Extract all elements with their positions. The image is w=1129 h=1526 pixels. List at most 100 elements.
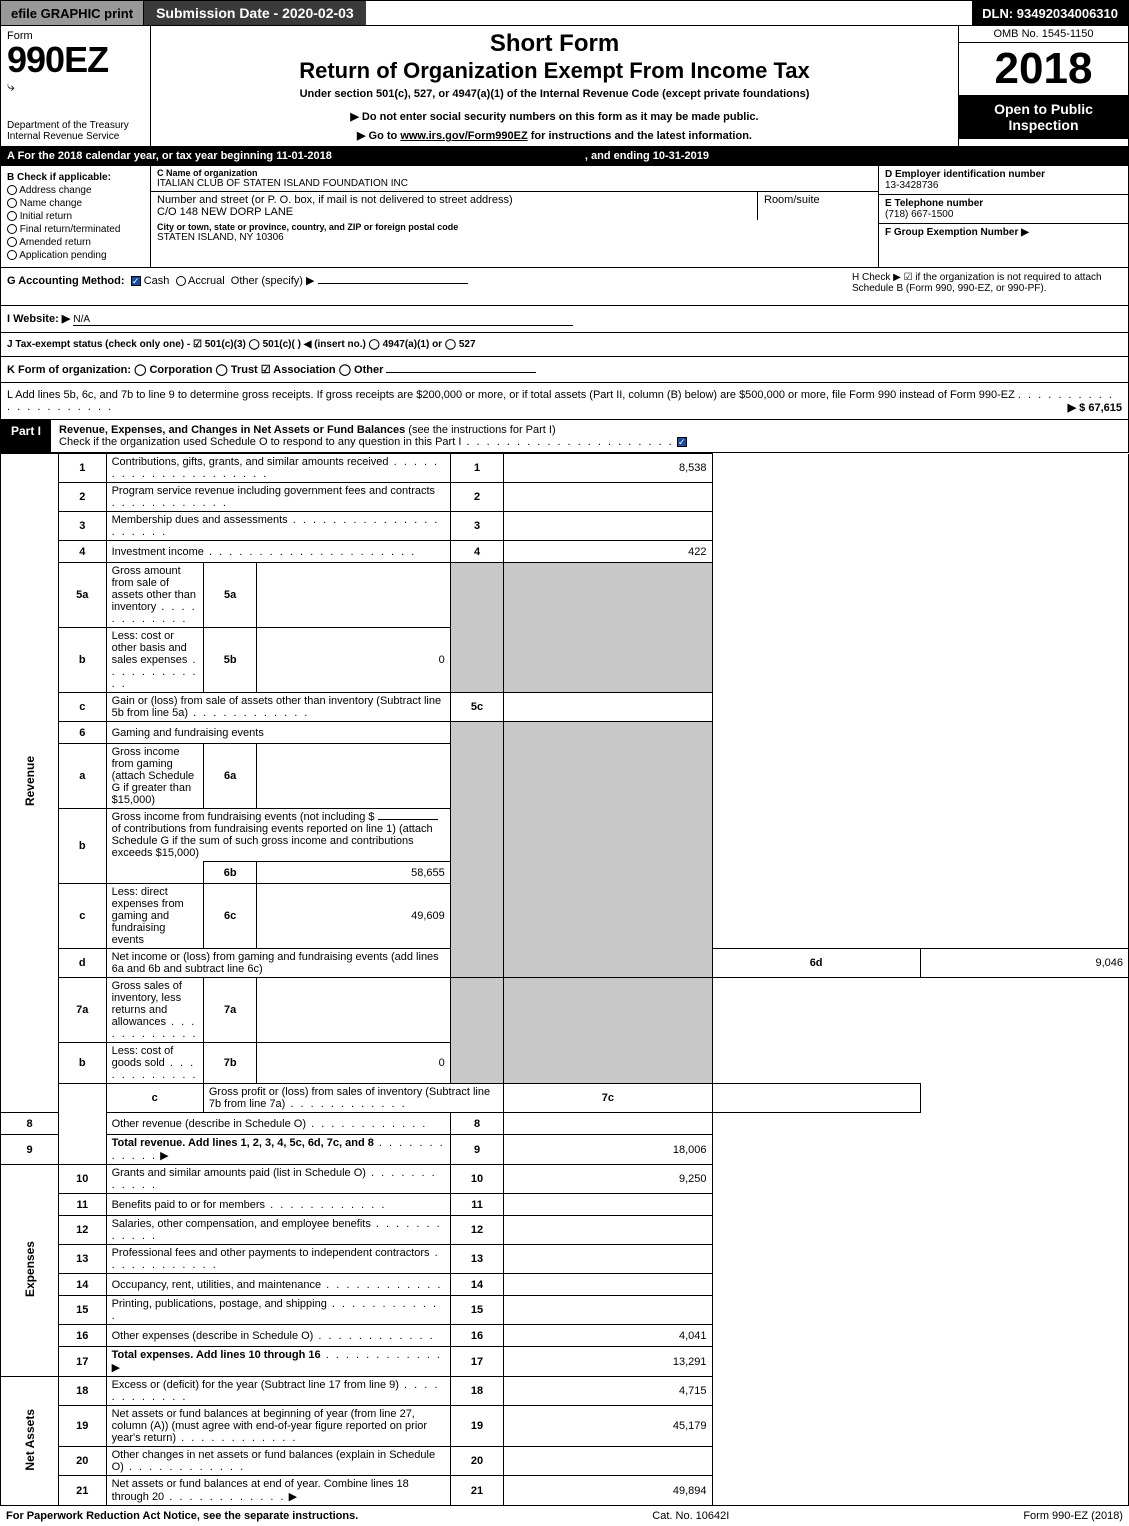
line-amount (504, 1245, 712, 1274)
sub-num: 6a (203, 744, 257, 809)
line-amount (712, 1084, 920, 1113)
c-label: C Name of organization (157, 168, 872, 178)
shaded-cell (450, 978, 504, 1084)
line-num: 4 (59, 541, 107, 563)
line-num: 5a (59, 563, 107, 628)
sub-num: 6b (203, 862, 257, 884)
phone-value: (718) 667-1500 (885, 209, 1122, 220)
line-num: b (59, 628, 107, 693)
expenses-side-label: Expenses (1, 1165, 59, 1377)
line-desc: Gross income from fundraising events (no… (106, 809, 450, 862)
sub-amount: 0 (257, 628, 450, 693)
check-cash[interactable]: ✓ (131, 276, 141, 286)
revenue-side-label: Revenue (1, 454, 59, 1113)
form-number: 990EZ (7, 42, 144, 78)
line-num: 17 (59, 1347, 107, 1377)
dln-badge: DLN: 93492034006310 (972, 1, 1128, 25)
group-exemption-row: F Group Exemption Number ▶ (879, 224, 1128, 267)
sub-num: 7b (203, 1043, 257, 1084)
sub-amount (257, 563, 450, 628)
line-amount (504, 693, 712, 722)
line-num: 14 (59, 1274, 107, 1296)
line-ref: 2 (450, 483, 504, 512)
part-1-header: Part I Revenue, Expenses, and Changes in… (0, 420, 1129, 453)
check-amended-return[interactable]: Amended return (7, 237, 144, 248)
check-application-pending[interactable]: Application pending (7, 250, 144, 261)
k-text: K Form of organization: ◯ Corporation ◯ … (7, 364, 383, 376)
line-num: 15 (59, 1296, 107, 1325)
contrib-input[interactable] (378, 819, 438, 820)
line-desc: Salaries, other compensation, and employ… (106, 1216, 450, 1245)
line-num: c (59, 884, 107, 949)
table-row: 7a Gross sales of inventory, less return… (1, 978, 1129, 1043)
sub-amount (257, 978, 450, 1043)
check-address-change[interactable]: Address change (7, 185, 144, 196)
line-desc: Gaming and fundraising events (106, 722, 450, 744)
table-row: 6 Gaming and fundraising events (1, 722, 1129, 744)
shaded-cell (504, 722, 712, 978)
sub-amount (257, 744, 450, 809)
short-form-title: Short Form (155, 30, 954, 58)
period-end: , and ending 10-31-2019 (585, 150, 709, 162)
table-row: 11 Benefits paid to or for members 11 (1, 1194, 1129, 1216)
table-row: 21 Net assets or fund balances at end of… (1, 1476, 1129, 1506)
part-1-desc: Revenue, Expenses, and Changes in Net As… (51, 420, 1128, 452)
city-label: City or town, state or province, country… (157, 222, 872, 232)
line-desc: Professional fees and other payments to … (106, 1245, 450, 1274)
line-num: 16 (59, 1325, 107, 1347)
g-label: G Accounting Method: (7, 275, 125, 287)
irs-link[interactable]: www.irs.gov/Form990EZ (400, 130, 527, 142)
sub-amount: 0 (257, 1043, 450, 1084)
line-amount: 18,006 (504, 1135, 712, 1165)
table-row: 5a Gross amount from sale of assets othe… (1, 563, 1129, 628)
line-desc: Benefits paid to or for members (106, 1194, 450, 1216)
form-meta-right: OMB No. 1545-1150 2018 Open to Public In… (958, 26, 1128, 146)
ein-row: D Employer identification number 13-3428… (879, 166, 1128, 195)
line-num: 9 (1, 1135, 59, 1165)
line-ref: 12 (450, 1216, 504, 1245)
check-final-return[interactable]: Final return/terminated (7, 224, 144, 235)
line-ref: 19 (450, 1406, 504, 1447)
ein-value: 13-3428736 (885, 180, 1122, 191)
line-ref: 1 (450, 454, 504, 483)
line-num: 1 (59, 454, 107, 483)
period-begin: A For the 2018 calendar year, or tax yea… (7, 150, 332, 162)
entity-block: B Check if applicable: Address change Na… (0, 166, 1129, 268)
check-accrual[interactable] (176, 276, 186, 286)
street-value: C/O 148 NEW DORP LANE (157, 206, 751, 218)
room-label: Room/suite (764, 194, 872, 206)
line-ref: 21 (450, 1476, 504, 1506)
other-input[interactable] (318, 283, 468, 284)
line-desc: Other changes in net assets or fund bala… (106, 1447, 450, 1476)
line-ref: 7c (504, 1084, 712, 1113)
sub-num: 6c (203, 884, 257, 949)
line-desc: Printing, publications, postage, and shi… (106, 1296, 450, 1325)
line-ref: 4 (450, 541, 504, 563)
shaded-cell (450, 722, 504, 978)
line-desc: Net assets or fund balances at beginning… (106, 1406, 450, 1447)
line-ref: 6d (712, 949, 920, 978)
shaded-cell (504, 978, 712, 1084)
efile-print-button[interactable]: efile GRAPHIC print (1, 1, 144, 25)
line-amount: 9,250 (504, 1165, 712, 1194)
line-desc: Gross profit or (loss) from sales of inv… (203, 1084, 503, 1113)
sub-num: 5a (203, 563, 257, 628)
line-desc: Grants and similar amounts paid (list in… (106, 1165, 450, 1194)
table-row: 13 Professional fees and other payments … (1, 1245, 1129, 1274)
line-num: 18 (59, 1377, 107, 1406)
line-desc: Gain or (loss) from sale of assets other… (106, 693, 450, 722)
k-other-input[interactable] (386, 372, 536, 373)
line-ref: 20 (450, 1447, 504, 1476)
table-row: 2 Program service revenue including gove… (1, 483, 1129, 512)
line-amount: 422 (504, 541, 712, 563)
other-specify: Other (specify) ▶ (231, 275, 315, 287)
check-name-change[interactable]: Name change (7, 198, 144, 209)
check-initial-return[interactable]: Initial return (7, 211, 144, 222)
entity-right: D Employer identification number 13-3428… (878, 166, 1128, 267)
line-ref: 10 (450, 1165, 504, 1194)
i-label: I Website: ▶ (7, 313, 70, 325)
line-num: 20 (59, 1447, 107, 1476)
return-title: Return of Organization Exempt From Incom… (155, 58, 954, 84)
schedule-o-check[interactable]: ✓ (677, 437, 687, 447)
line-ref: 16 (450, 1325, 504, 1347)
